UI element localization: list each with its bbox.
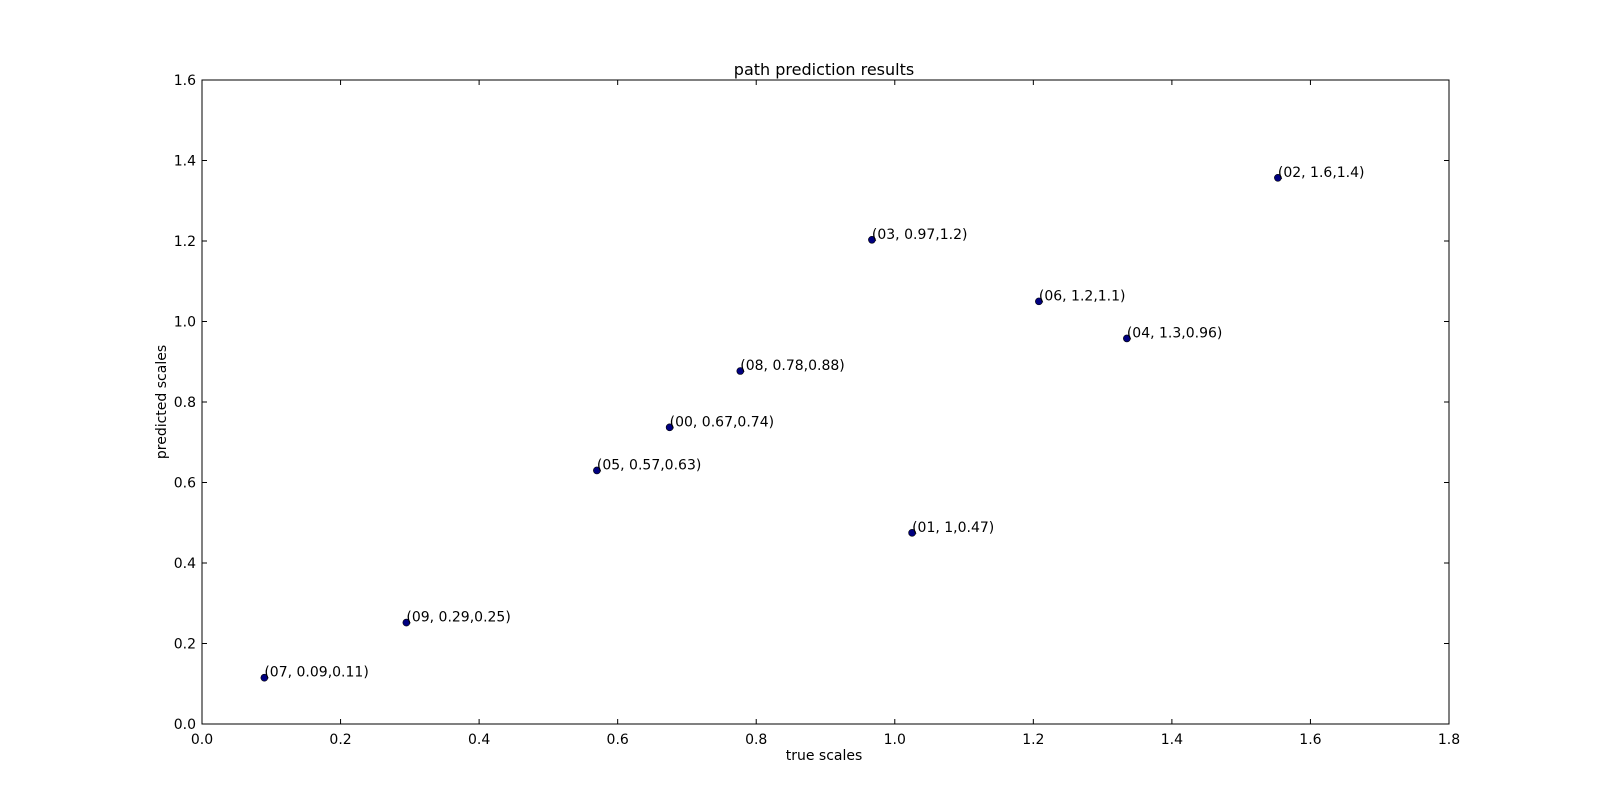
data-point bbox=[260, 673, 269, 682]
y-tick-label: 0.4 bbox=[174, 556, 196, 572]
y-tick-label: 1.4 bbox=[174, 154, 196, 170]
x-axis-title: true scales bbox=[786, 748, 863, 764]
x-tick-label: 0.0 bbox=[191, 732, 213, 748]
x-axis: 0.0 0.2 0.4 0.6 0.8 1.0 1.2 1.4 1.6 1.8 bbox=[191, 80, 1460, 748]
y-tick-label: 1.6 bbox=[174, 73, 196, 89]
x-tick-label: 1.0 bbox=[884, 732, 906, 748]
point-label: (08, 0.78,0.88) bbox=[740, 358, 844, 374]
point-label: (07, 0.09,0.11) bbox=[264, 665, 368, 681]
data-point bbox=[402, 618, 411, 627]
y-tick-label: 0.0 bbox=[174, 717, 196, 733]
data-point bbox=[736, 367, 745, 375]
x-tick-label: 0.8 bbox=[745, 732, 767, 748]
y-tick-label: 1.2 bbox=[174, 234, 196, 250]
data-point bbox=[665, 423, 674, 432]
y-tick-label: 0.6 bbox=[174, 476, 196, 492]
x-tick-label: 0.6 bbox=[607, 732, 629, 748]
point-label: (01, 1,0.47) bbox=[912, 520, 994, 536]
data-point bbox=[593, 466, 601, 475]
x-tick-label: 1.6 bbox=[1299, 732, 1321, 748]
point-label: (02, 1.6,1.4) bbox=[1278, 165, 1365, 181]
y-tick-label: 0.8 bbox=[174, 395, 196, 411]
y-tick-label: 1.0 bbox=[174, 315, 196, 331]
point-label: (00, 0.67,0.74) bbox=[670, 414, 774, 430]
x-tick-label: 0.2 bbox=[329, 732, 351, 748]
data-point bbox=[908, 529, 916, 537]
data-point bbox=[868, 235, 876, 244]
y-tick-label: 0.2 bbox=[174, 637, 196, 653]
point-label: (09, 0.29,0.25) bbox=[406, 610, 510, 626]
x-tick-label: 1.2 bbox=[1022, 732, 1044, 748]
x-tick-label: 0.4 bbox=[468, 732, 490, 748]
x-tick-label: 1.4 bbox=[1161, 732, 1183, 748]
point-label: (04, 1.3,0.96) bbox=[1127, 325, 1223, 341]
chart-title: path prediction results bbox=[734, 60, 914, 79]
data-point bbox=[1035, 297, 1043, 306]
y-axis: 0.0 0.2 0.4 0.6 0.8 1.0 1.2 1.4 1.6 bbox=[174, 73, 1449, 733]
point-label: (03, 0.97,1.2) bbox=[872, 227, 968, 243]
plot-area bbox=[201, 79, 1450, 725]
x-tick-label: 1.8 bbox=[1438, 732, 1460, 748]
point-label: (05, 0.57,0.63) bbox=[597, 457, 701, 473]
data-point bbox=[1274, 174, 1282, 182]
data-points: (07, 0.09,0.11) (09, 0.29,0.25) (05, 0.57,… bbox=[260, 165, 1365, 682]
data-point bbox=[1123, 334, 1131, 343]
point-label: (06, 1.2,1.1) bbox=[1039, 288, 1126, 304]
y-axis-title: predicted scales bbox=[154, 345, 170, 459]
